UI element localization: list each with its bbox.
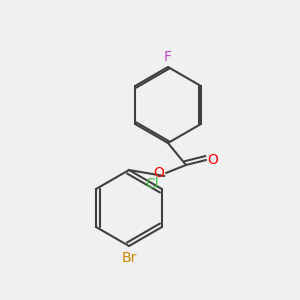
Text: F: F (164, 50, 172, 64)
Text: O: O (208, 153, 218, 167)
Text: Br: Br (121, 251, 137, 265)
Text: O: O (154, 166, 164, 180)
Text: Cl: Cl (145, 177, 159, 191)
